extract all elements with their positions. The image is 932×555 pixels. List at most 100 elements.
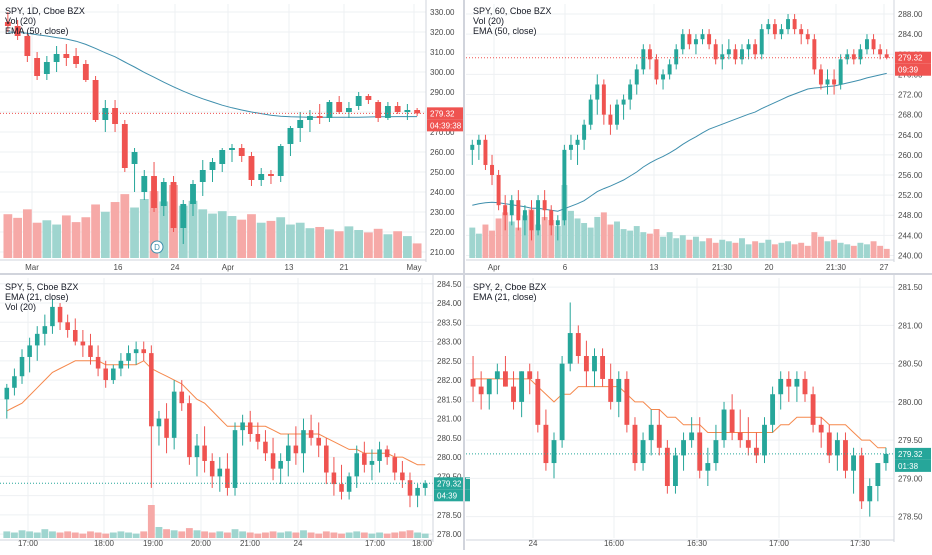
candle-body — [277, 146, 284, 176]
candle — [812, 34, 817, 75]
dividend-marker[interactable]: D — [150, 240, 164, 254]
candle-body — [160, 182, 167, 206]
panel-tl[interactable]: 330.00320.00310.00300.00290.00280.00270.… — [0, 0, 463, 272]
candle — [608, 104, 613, 135]
volume-bar — [10, 532, 18, 538]
volume-bar — [147, 505, 155, 538]
candle — [575, 134, 580, 165]
candle — [503, 356, 508, 387]
candle-body — [43, 62, 50, 74]
candle — [88, 333, 93, 365]
volume-bar — [41, 529, 49, 538]
volume-bar — [393, 231, 403, 258]
y-tick-label: 283.00 — [437, 338, 462, 347]
volume-bar — [495, 218, 502, 258]
candle-body — [595, 84, 600, 100]
candle-body — [258, 174, 265, 180]
candle — [229, 144, 235, 162]
candle — [705, 447, 711, 486]
candle — [209, 158, 216, 182]
candle-body — [268, 174, 274, 176]
candle-body — [34, 333, 40, 346]
candle-body — [141, 349, 147, 354]
candle-body — [673, 455, 678, 486]
volume-bar — [338, 533, 345, 538]
candle — [362, 441, 367, 473]
volume-bar — [679, 235, 686, 258]
candle-body — [700, 34, 705, 40]
candle-body — [496, 175, 501, 206]
candle-body — [726, 49, 731, 55]
chart-title: SPY, 1D, Cboe BZX — [5, 6, 85, 16]
volume-bar — [406, 530, 414, 538]
candle-body — [845, 54, 850, 60]
candle-body — [641, 49, 646, 70]
candle — [729, 394, 735, 441]
panel-tr[interactable]: 288.00284.00280.00276.00272.00268.00264.… — [466, 0, 931, 272]
y-tick-label: 272.00 — [898, 91, 923, 100]
candle — [516, 190, 521, 231]
y-tick-label: 278.50 — [898, 513, 923, 522]
y-tick-label: 280.50 — [437, 434, 462, 443]
candle — [118, 353, 124, 377]
volume-bar — [52, 224, 61, 258]
volume-bar — [469, 227, 476, 258]
panel-bl[interactable]: 284.50 284.00 283.50 283.00 282.50 282.00 281.… — [0, 274, 470, 548]
candle — [527, 363, 533, 395]
candle — [592, 348, 597, 387]
y-tick-label: 230.00 — [430, 208, 455, 217]
candle — [640, 432, 646, 471]
candle — [542, 190, 547, 221]
candle-body — [832, 79, 837, 85]
volume-bar — [568, 210, 574, 258]
candle — [509, 195, 514, 226]
volume-bar — [870, 241, 877, 258]
candle — [375, 100, 382, 122]
volume-bar — [521, 215, 528, 258]
candle-body — [180, 204, 187, 228]
candle-body — [362, 453, 367, 465]
candle — [24, 34, 31, 62]
volume-bar — [368, 533, 376, 538]
x-tick-label: 17:00 — [18, 539, 39, 548]
volume-bar — [246, 532, 254, 538]
candle-body — [384, 449, 390, 458]
candle — [621, 94, 626, 120]
candle-body — [316, 116, 323, 118]
volume-bar — [79, 533, 87, 538]
y-tick-label: 279.50 — [437, 472, 462, 481]
candle-body — [375, 102, 382, 118]
x-tick-label: 16:00 — [604, 539, 625, 548]
candle — [825, 69, 830, 95]
candle — [80, 330, 86, 357]
candle — [277, 144, 284, 182]
candle-body — [316, 437, 321, 446]
volume-bar — [864, 244, 870, 258]
candle-body — [301, 430, 306, 454]
candle — [575, 325, 581, 364]
volume-bar — [587, 227, 594, 258]
countdown-label: 04:39:38 — [430, 121, 462, 130]
panel-br[interactable]: 281.50 281.00 280.50 280.00 279.50 279.00 278.… — [466, 274, 931, 548]
volume-bar — [640, 232, 647, 258]
candle-body — [400, 472, 405, 481]
candle — [733, 44, 738, 65]
volume-bar — [217, 211, 227, 258]
candle — [826, 424, 832, 464]
candle-body — [654, 59, 659, 80]
candle-body — [729, 409, 735, 433]
candle — [316, 422, 321, 458]
volume-bar — [594, 216, 601, 258]
candle — [779, 24, 784, 40]
candle-body — [615, 104, 619, 125]
candle-body — [354, 453, 360, 477]
volume-bar — [71, 532, 79, 538]
volume-bar — [620, 229, 627, 258]
candle-body — [131, 152, 138, 164]
volume-bar — [239, 531, 247, 538]
volume-bar — [364, 232, 373, 258]
candle — [156, 410, 162, 446]
candle-body — [567, 333, 573, 364]
candle — [689, 417, 695, 448]
candle — [248, 152, 255, 186]
